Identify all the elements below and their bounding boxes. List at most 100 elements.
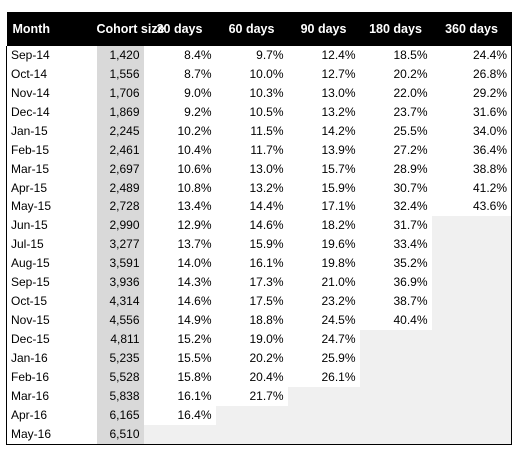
retention-cell-d180: 28.9% [393, 161, 428, 176]
retention-cell-d90: 24.5% [321, 313, 356, 328]
empty-cell [431, 235, 512, 255]
month-cell: Dec-14 [6, 102, 97, 122]
empty-cell [287, 386, 360, 406]
header-30-days: 30 days [143, 12, 216, 46]
table-row: Aug-15 3,591 14.0% 16.1% 19.8% 35.2% [6, 254, 512, 274]
empty-cell [287, 424, 360, 445]
table-row: Apr-16 6,165 16.4% [6, 405, 512, 425]
table-row: Jun-15 2,990 12.9% 14.6% 18.2% 31.7% [6, 216, 512, 236]
header-360-days: 360 days [431, 12, 512, 46]
retention-cell-d60: 20.4% [249, 369, 284, 384]
cohort-size-cell: 1,556 [96, 64, 144, 84]
table-row: Nov-15 4,556 14.9% 18.8% 24.5% 40.4% [6, 311, 512, 331]
retention-cell-d60: 15.9% [249, 237, 284, 252]
month-cell: Apr-16 [6, 405, 97, 425]
retention-cell-d180: 27.2% [393, 142, 428, 157]
month-cell: Jul-15 [6, 235, 97, 255]
month-cell: May-16 [6, 424, 97, 445]
month-cell: Nov-15 [6, 311, 97, 331]
month-cell: Sep-14 [6, 46, 97, 65]
retention-cell-d360: 38.8% [431, 159, 512, 179]
retention-cell-d90: 21.0% [321, 275, 356, 290]
retention-cell-d90: 15.9% [321, 180, 356, 195]
retention-cell-d180: 18.5% [393, 47, 428, 62]
retention-cell-d360: 34.0% [431, 121, 512, 141]
cohort-size-cell: 2,489 [96, 178, 144, 198]
empty-cell [431, 254, 512, 274]
retention-cell-d30: 13.7% [177, 237, 212, 252]
table-body: Sep-14 1,420 8.4% 9.7% 12.4% 18.5% 24.4% Oct-14… [6, 46, 512, 445]
empty-cell [287, 405, 360, 425]
month-cell: Jan-15 [6, 121, 97, 141]
retention-cell-d30: 12.9% [177, 218, 212, 233]
month-cell: May-15 [6, 197, 97, 217]
month-cell: Nov-14 [6, 83, 97, 103]
month-cell: Apr-15 [6, 178, 97, 198]
retention-cell-d60: 19.0% [249, 332, 284, 347]
retention-cell-d60: 16.1% [249, 256, 284, 271]
table-row: May-15 2,728 13.4% 14.4% 17.1% 32.4% 43.6% [6, 197, 512, 217]
cohort-size-cell: 4,556 [96, 311, 144, 331]
cohort-retention-table: Month Cohort size 30 days 60 days 90 day… [6, 12, 512, 445]
retention-cell-d360: 26.8% [431, 64, 512, 84]
retention-cell-d30: 15.8% [177, 369, 212, 384]
empty-cell [359, 349, 432, 368]
retention-cell-d60: 21.7% [249, 388, 284, 403]
month-cell: Sep-15 [6, 273, 97, 293]
retention-cell-d360: 43.6% [431, 197, 512, 217]
retention-cell-d90: 13.0% [321, 85, 356, 100]
cohort-size-cell: 2,245 [96, 121, 144, 141]
retention-cell-d360: 41.2% [431, 178, 512, 198]
empty-cell [143, 424, 216, 445]
cohort-size-cell: 1,706 [96, 83, 144, 103]
retention-cell-d90: 12.4% [321, 47, 356, 62]
retention-cell-d180: 32.4% [393, 199, 428, 214]
table-row: Jan-15 2,245 10.2% 11.5% 14.2% 25.5% 34.0% [6, 121, 512, 141]
retention-cell-d180: 38.7% [393, 294, 428, 309]
retention-cell-d90: 17.1% [321, 199, 356, 214]
retention-cell-d30: 15.5% [177, 350, 212, 365]
table-row: Feb-16 5,528 15.8% 20.4% 26.1% [6, 367, 512, 387]
empty-cell [431, 311, 512, 331]
retention-cell-d180: 20.2% [393, 66, 428, 81]
month-cell: Dec-15 [6, 330, 97, 349]
empty-cell [431, 349, 512, 368]
header-90-days: 90 days [287, 12, 360, 46]
empty-cell [359, 405, 432, 425]
cohort-size-cell: 6,510 [96, 424, 144, 445]
retention-cell-d360: 36.4% [431, 140, 512, 160]
retention-cell-d30: 10.4% [177, 142, 212, 157]
table-row: Sep-14 1,420 8.4% 9.7% 12.4% 18.5% 24.4% [6, 46, 512, 65]
retention-cell-d30: 15.2% [177, 332, 212, 347]
cohort-size-cell: 1,869 [96, 102, 144, 122]
retention-cell-d30: 8.7% [184, 66, 212, 81]
retention-cell-d60: 13.0% [249, 161, 284, 176]
empty-cell [431, 386, 512, 406]
retention-cell-d90: 23.2% [321, 294, 356, 309]
month-cell: Feb-16 [6, 367, 97, 387]
table-row: Nov-14 1,706 9.0% 10.3% 13.0% 22.0% 29.2% [6, 83, 512, 103]
retention-cell-d90: 24.7% [321, 332, 356, 347]
retention-cell-d180: 25.5% [393, 123, 428, 138]
table-row: Mar-15 2,697 10.6% 13.0% 15.7% 28.9% 38.8% [6, 159, 512, 179]
retention-cell-d60: 18.8% [249, 313, 284, 328]
retention-cell-d30: 9.0% [184, 85, 212, 100]
cohort-size-cell: 2,697 [96, 159, 144, 179]
empty-cell [359, 367, 432, 387]
cohort-size-cell: 3,591 [96, 254, 144, 274]
retention-cell-d360: 31.6% [431, 102, 512, 122]
retention-cell-d60: 10.5% [249, 104, 284, 119]
retention-cell-d90: 26.1% [321, 369, 356, 384]
table-row: Apr-15 2,489 10.8% 13.2% 15.9% 30.7% 41.2% [6, 178, 512, 198]
retention-cell-d180: 23.7% [393, 104, 428, 119]
table-row: Sep-15 3,936 14.3% 17.3% 21.0% 36.9% [6, 273, 512, 293]
empty-cell [431, 424, 512, 445]
retention-cell-d180: 33.4% [393, 237, 428, 252]
retention-cell-d30: 9.2% [184, 104, 212, 119]
retention-cell-d30: 14.6% [177, 294, 212, 309]
retention-cell-d60: 14.6% [249, 218, 284, 233]
header-cohort-size: Cohort size [96, 12, 165, 46]
retention-cell-d30: 14.9% [177, 313, 212, 328]
retention-cell-d60: 11.7% [250, 142, 284, 157]
retention-cell-d180: 36.9% [393, 275, 428, 290]
